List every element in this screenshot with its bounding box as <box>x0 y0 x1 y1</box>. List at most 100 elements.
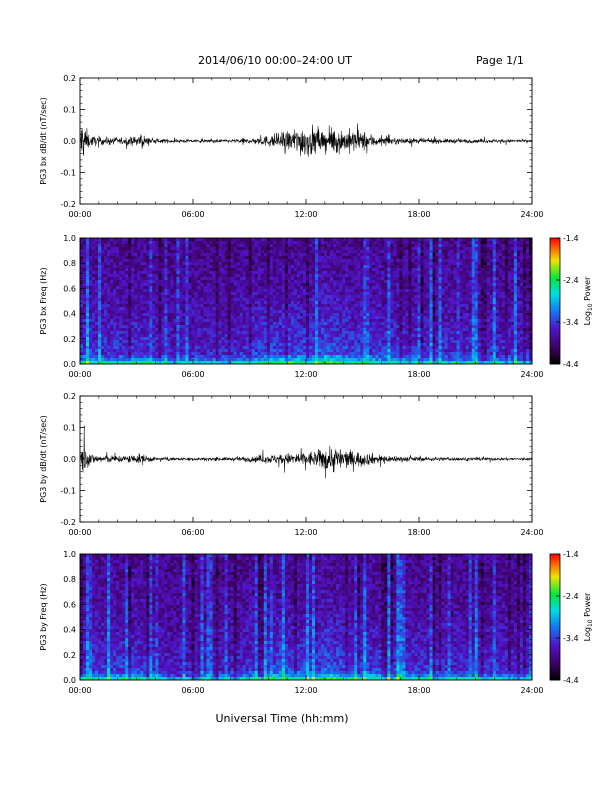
spectrogram-cell <box>324 310 328 314</box>
spectrogram-cell <box>125 280 129 284</box>
spectrogram-cell <box>263 346 268 350</box>
spectrogram-cell <box>98 346 102 350</box>
spectrogram-cell <box>209 307 213 311</box>
spectrogram-cell <box>212 265 216 269</box>
spectrogram-cell <box>197 316 201 320</box>
spectrogram-cell <box>227 280 231 284</box>
spectrogram-cell <box>104 337 108 341</box>
spectrogram-cell <box>173 298 177 302</box>
spectrogram-cell <box>242 256 247 260</box>
spectrogram-cell <box>278 322 283 326</box>
spectrogram-cell <box>176 244 180 248</box>
spectrogram-cell <box>299 349 304 353</box>
spectrogram-cell <box>366 259 370 263</box>
spectrogram-cell <box>260 316 265 320</box>
spectrogram-cell <box>245 319 250 323</box>
spectrogram-cell <box>306 355 310 359</box>
spectrogram-cell <box>408 334 412 338</box>
spectrogram-cell <box>167 274 171 278</box>
spectrogram-cell <box>266 295 271 299</box>
spectrogram-cell <box>387 352 391 356</box>
spectrogram-cell <box>284 346 289 350</box>
spectrogram-cell <box>360 340 364 344</box>
spectrogram-cell <box>200 241 204 245</box>
spectrogram-cell <box>98 319 102 323</box>
spectrogram-cell <box>423 322 427 326</box>
spectrogram-cell <box>83 292 87 296</box>
spectrogram-cell <box>360 313 364 317</box>
spectrogram-cell <box>381 304 385 308</box>
spectrogram-cell <box>197 277 201 281</box>
spectrogram-cell <box>287 334 292 338</box>
spectrogram-cell <box>200 259 204 263</box>
spectrogram-cell <box>83 328 87 332</box>
spectrogram-cell <box>351 244 355 248</box>
spectrogram-cell <box>230 310 234 314</box>
spectrogram-cell <box>119 238 123 242</box>
spectrogram-cell <box>239 277 244 281</box>
spectrogram-cell <box>191 331 195 335</box>
spectrogram-cell <box>293 271 298 275</box>
spectrogram-cell <box>149 244 153 248</box>
spectrogram-cell <box>227 268 231 272</box>
spectrogram-cell <box>248 352 253 356</box>
spectrogram-cell <box>95 307 99 311</box>
spectrogram-cell <box>302 286 307 290</box>
spectrogram-cell <box>137 283 141 287</box>
spectrogram-cell <box>212 289 216 293</box>
spectrogram-cell <box>110 265 114 269</box>
spectrogram-cell <box>197 328 201 332</box>
spectrogram-cell <box>182 238 186 242</box>
spectrogram-cell <box>110 307 114 311</box>
spectrogram-cell <box>137 247 141 251</box>
spectrogram-cell <box>387 259 391 263</box>
spectrogram-cell <box>414 337 418 341</box>
spectrogram-cell <box>405 346 409 350</box>
spectrogram-cell <box>293 328 298 332</box>
spectrogram-cell <box>233 313 237 317</box>
spectrogram-cell <box>176 274 180 278</box>
spectrogram-cell <box>224 313 228 317</box>
spectrogram-cell <box>281 331 286 335</box>
spectrogram-cell <box>414 307 418 311</box>
spectrogram-cell <box>369 316 373 320</box>
spectrogram-cell <box>263 343 268 347</box>
spectrogram-cell <box>83 334 87 338</box>
spectrogram-cell <box>182 286 186 290</box>
spectrogram-cell <box>266 286 271 290</box>
spectrogram-cell <box>200 238 204 242</box>
spectrogram-cell <box>155 349 159 353</box>
spectrogram-cell <box>152 328 156 332</box>
spectrogram-cell <box>381 241 385 245</box>
spectrogram-cell <box>137 325 141 329</box>
spectrogram-cell <box>242 361 247 365</box>
spectrogram-cell <box>185 241 189 245</box>
spectrogram-cell <box>375 310 379 314</box>
spectrogram-cell <box>405 328 409 332</box>
spectrogram-cell <box>369 250 373 254</box>
spectrogram-cell <box>227 319 231 323</box>
spectrogram-cell <box>321 265 325 269</box>
spectrogram-cell <box>176 253 180 257</box>
spectrogram-cell <box>194 298 198 302</box>
spectrogram-cell <box>194 289 198 293</box>
spectrogram-cell <box>336 247 340 251</box>
spectrogram-cell <box>296 361 301 365</box>
spectrogram-cell <box>83 298 87 302</box>
spectrogram-cell <box>143 334 147 338</box>
spectrogram-cell <box>312 265 316 269</box>
spectrogram-cell <box>161 346 165 350</box>
spectrogram-cell <box>278 265 283 269</box>
spectrogram-cell <box>275 328 280 332</box>
spectrogram-cell <box>128 283 132 287</box>
spectrogram-cell <box>363 292 367 296</box>
spectrogram-cell <box>125 331 129 335</box>
spectrogram-cell <box>315 247 319 251</box>
spectrogram-cell <box>429 271 433 275</box>
spectrogram-cell <box>360 331 364 335</box>
spectrogram-cell <box>146 274 150 278</box>
spectrogram-cell <box>128 328 132 332</box>
spectrogram-cell <box>275 244 280 248</box>
spectrogram-cell <box>233 325 237 329</box>
spectrogram-cell <box>287 325 292 329</box>
